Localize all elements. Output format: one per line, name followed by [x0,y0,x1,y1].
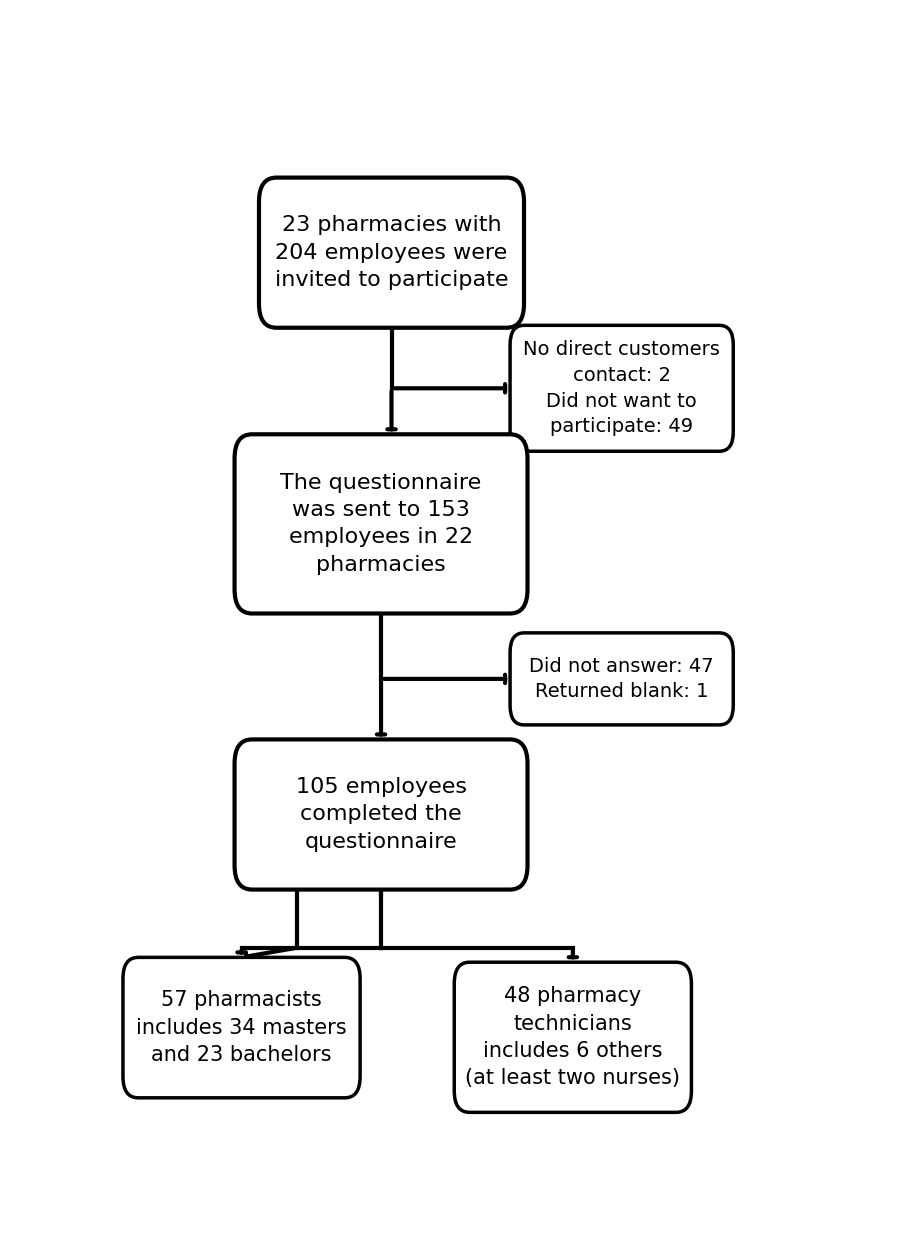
Text: Did not answer: 47
Returned blank: 1: Did not answer: 47 Returned blank: 1 [529,657,714,701]
Text: 105 employees
completed the
questionnaire: 105 employees completed the questionnair… [295,777,466,852]
Text: 23 pharmacies with
204 employees were
invited to participate: 23 pharmacies with 204 employees were in… [274,215,508,289]
FancyBboxPatch shape [235,740,527,889]
FancyBboxPatch shape [259,177,524,328]
FancyBboxPatch shape [235,434,527,614]
FancyBboxPatch shape [123,957,360,1098]
FancyBboxPatch shape [454,962,691,1112]
Text: The questionnaire
was sent to 153
employees in 22
pharmacies: The questionnaire was sent to 153 employ… [281,473,482,575]
FancyBboxPatch shape [510,326,734,452]
Text: No direct customers
contact: 2
Did not want to
participate: 49: No direct customers contact: 2 Did not w… [523,340,720,437]
Text: 57 pharmacists
includes 34 masters
and 23 bachelors: 57 pharmacists includes 34 masters and 2… [136,990,346,1064]
FancyBboxPatch shape [510,633,734,725]
Text: 48 pharmacy
technicians
includes 6 others
(at least two nurses): 48 pharmacy technicians includes 6 other… [465,986,680,1088]
